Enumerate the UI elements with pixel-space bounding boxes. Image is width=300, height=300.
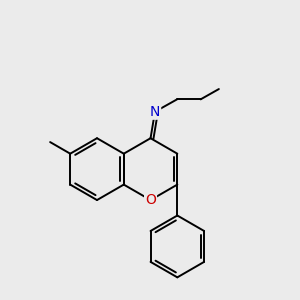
Text: O: O <box>145 193 156 207</box>
Text: N: N <box>150 105 160 119</box>
